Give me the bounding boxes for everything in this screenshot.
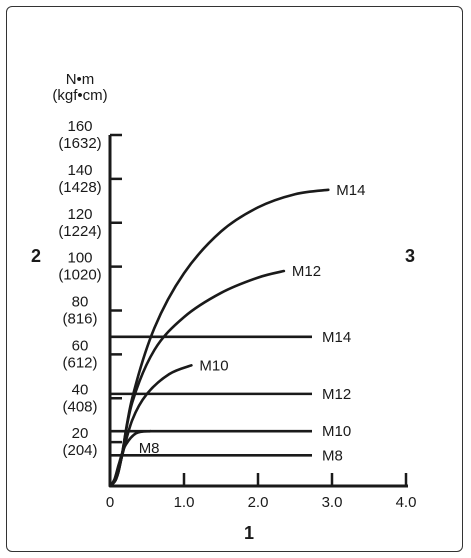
y-tick-alt-label: (204)	[62, 442, 97, 459]
y-tick-alt-label: (408)	[62, 398, 97, 415]
curves: M14 M12 M10 M8	[108, 182, 365, 488]
y-tick-alt-label: (1224)	[58, 223, 101, 240]
y-tick-label: 20	[72, 425, 89, 442]
y-tick-alt-label: (1428)	[58, 179, 101, 196]
y-tick-alt-label: (816)	[62, 311, 97, 328]
curve-m12	[108, 269, 286, 488]
y-tick-label: 140	[67, 162, 92, 179]
y-tick-label: 120	[67, 206, 92, 223]
y-tick-alt-label: (1632)	[58, 135, 101, 152]
curve-label-m14: M14	[336, 182, 365, 199]
callout-3: 3	[405, 246, 415, 266]
curve-label-m12: M12	[292, 263, 321, 280]
y-unit-alt-label: (kgf•cm)	[52, 87, 107, 104]
callout-2: 2	[31, 246, 41, 266]
x-tick-label: 2.0	[248, 494, 269, 511]
y-tick-label: 80	[72, 294, 89, 311]
y-unit-label: N•m	[66, 71, 95, 88]
y-tick-label: 60	[72, 337, 89, 354]
x-tick-label: 0	[106, 494, 114, 511]
curve-m10	[108, 364, 193, 488]
curve-label-m8: M8	[139, 440, 160, 457]
reference-label-m14: M14	[322, 329, 351, 346]
y-tick-label: 40	[72, 381, 89, 398]
curve-label-m10: M10	[199, 357, 228, 374]
axes	[108, 133, 408, 488]
reference-label-m10: M10	[322, 423, 351, 440]
reference-lines: M14 M12 M10 M8	[110, 329, 351, 464]
y-tick-label: 100	[67, 250, 92, 267]
y-tick-label: 160	[67, 118, 92, 135]
reference-label-m12: M12	[322, 386, 351, 403]
curve-m8	[108, 429, 152, 488]
reference-label-m8: M8	[322, 447, 343, 464]
x-tick-label: 4.0	[396, 494, 417, 511]
y-tick-alt-label: (1020)	[58, 267, 101, 284]
figure-frame	[6, 6, 463, 552]
tick-labels: 20(204) 40(408) 60(612) 80(816) 100(1020) 120…	[58, 118, 416, 511]
x-tick-label: 1.0	[174, 494, 195, 511]
x-tick-label: 3.0	[322, 494, 343, 511]
callout-1: 1	[244, 523, 254, 543]
y-tick-alt-label: (612)	[62, 354, 97, 371]
